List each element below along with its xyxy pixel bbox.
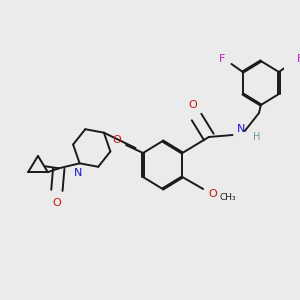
Text: O: O [208, 189, 217, 199]
Text: O: O [52, 198, 61, 208]
Text: N: N [74, 168, 82, 178]
Text: F: F [296, 54, 300, 64]
Text: O: O [188, 100, 197, 110]
Text: H: H [254, 132, 261, 142]
Text: N: N [237, 124, 245, 134]
Text: F: F [219, 54, 225, 64]
Text: CH₃: CH₃ [219, 194, 236, 202]
Text: O: O [112, 135, 121, 145]
